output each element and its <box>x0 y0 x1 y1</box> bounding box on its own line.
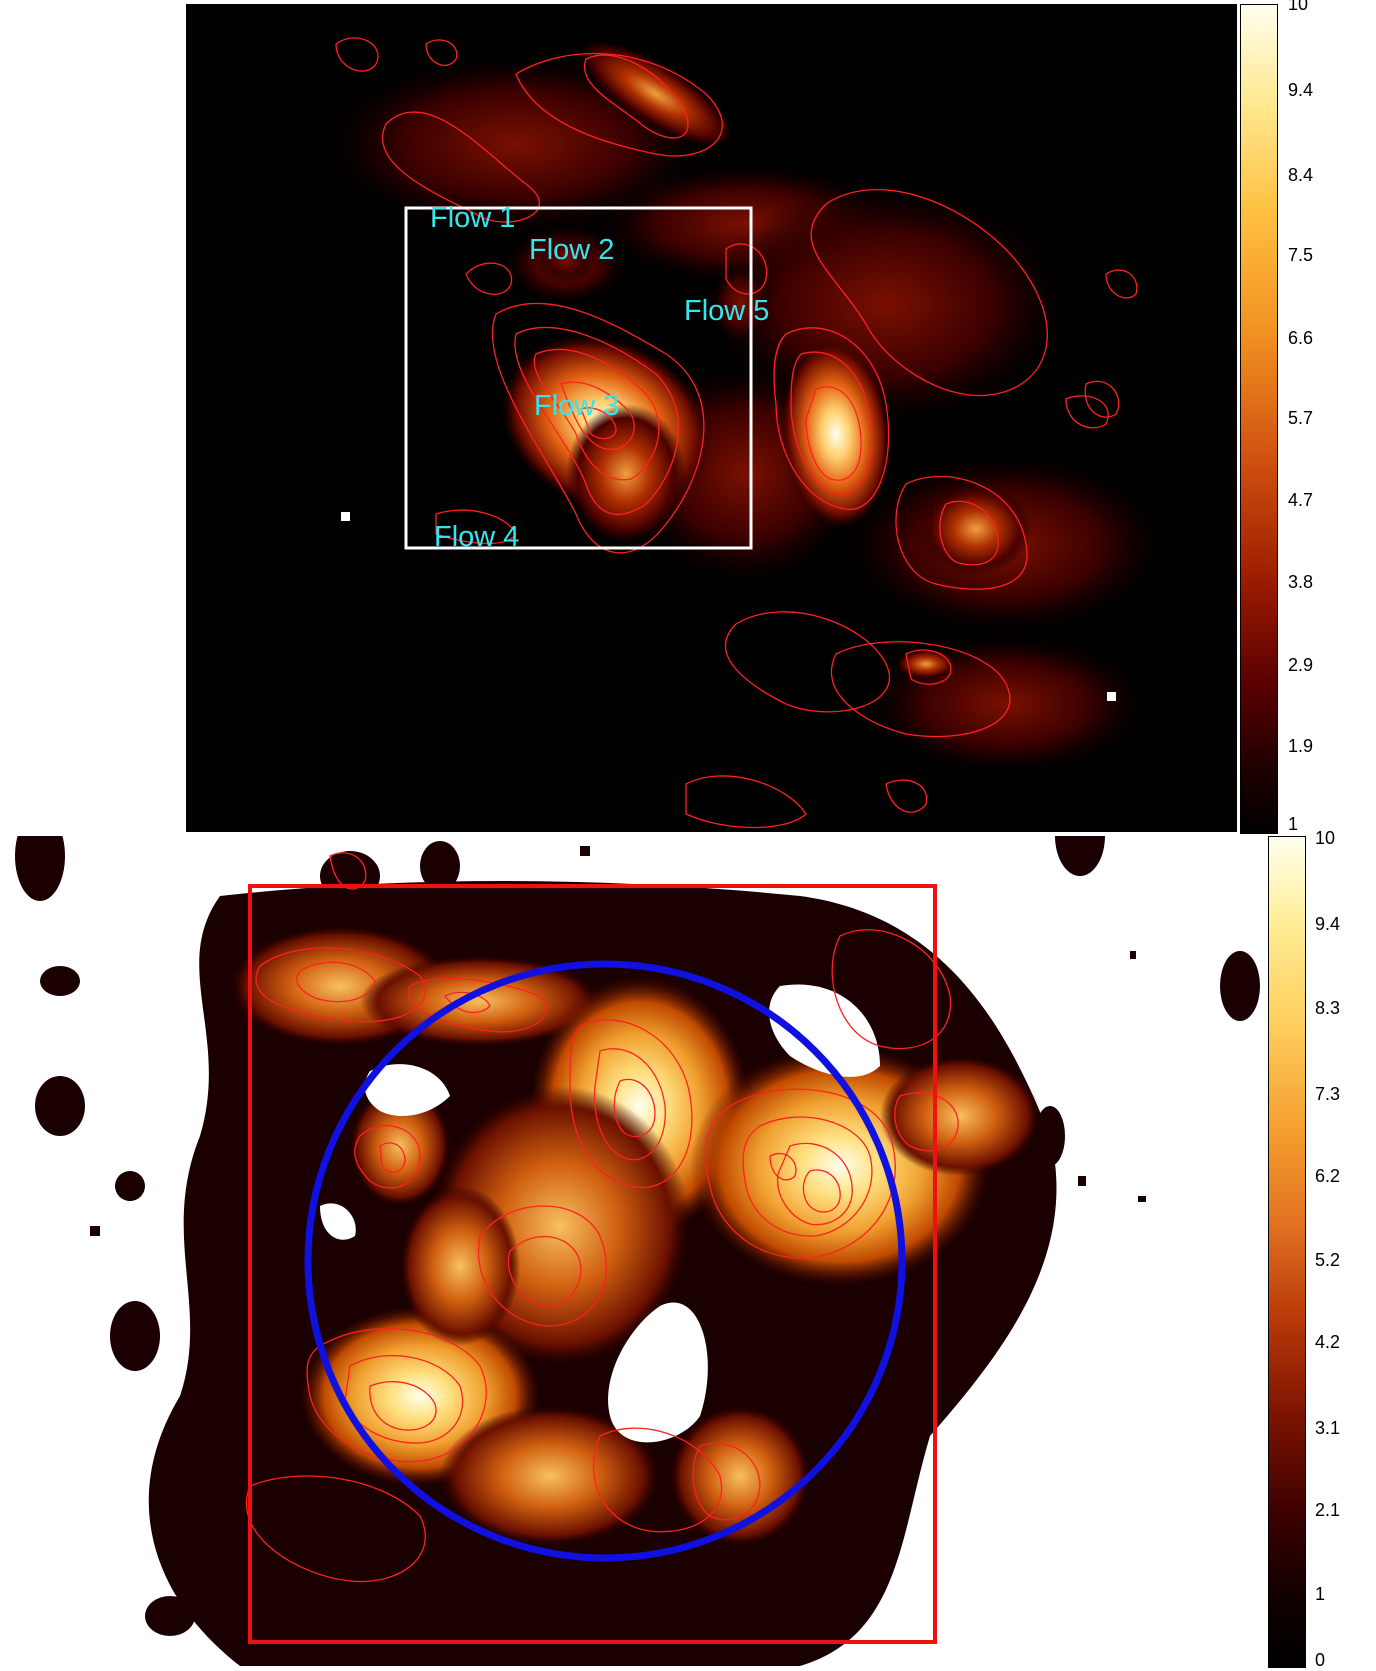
bottom-cbar-tick-6: 4.2 <box>1315 1332 1341 1352</box>
top-bright-pixel-right <box>1107 692 1116 701</box>
top-map-svg <box>326 37 1166 829</box>
top-contours <box>335 37 1138 829</box>
top-cbar-tick-4: 6.6 <box>1288 328 1314 348</box>
top-cbar-tick-3: 7.5 <box>1288 245 1314 265</box>
top-cbar-tick-10: 1 <box>1288 814 1299 834</box>
bottom-cbar-tick-1: 9.4 <box>1315 914 1341 934</box>
bottom-cbar-tick-0: 10 <box>1315 828 1336 848</box>
bottom-map-svg <box>15 836 1260 1666</box>
bottom-cbar-tick-7: 3.1 <box>1315 1418 1341 1438</box>
bottom-cbar-tick-2: 8.3 <box>1315 998 1341 1018</box>
bottom-contours <box>245 852 959 1583</box>
flow4-label: Flow 4 <box>434 521 520 553</box>
flow1-label: Flow 1 <box>430 202 516 234</box>
top-cbar-tick-5: 5.7 <box>1288 408 1314 428</box>
flow5-label: Flow 5 <box>684 295 770 327</box>
bottom-cbar-tick-8: 2.1 <box>1315 1500 1341 1520</box>
bottom-cbar-tick-9: 1 <box>1315 1584 1326 1604</box>
bottom-emission-peaks <box>230 926 1040 1546</box>
top-colorbar <box>1240 4 1278 834</box>
top-intensity-map: Flow 1 Flow 2 Flow 3 Flow 4 Flow 5 <box>186 4 1237 832</box>
top-cbar-tick-0: 10 <box>1288 0 1309 14</box>
top-cbar-tick-2: 8.4 <box>1288 165 1314 185</box>
top-emission-peaks <box>500 39 1031 679</box>
bottom-cbar-tick-5: 5.2 <box>1315 1250 1341 1270</box>
flow3-label: Flow 3 <box>534 390 620 422</box>
bottom-cbar-tick-3: 7.3 <box>1315 1084 1341 1104</box>
flow2-label: Flow 2 <box>529 234 615 266</box>
bottom-emission-gaps <box>320 984 880 1443</box>
bottom-colorbar <box>1268 836 1306 1668</box>
top-emission-diffuse <box>326 54 1166 774</box>
top-cbar-tick-7: 3.8 <box>1288 572 1314 592</box>
top-cbar-tick-8: 2.9 <box>1288 655 1314 675</box>
bottom-region-box <box>248 884 937 1644</box>
bottom-intensity-map <box>0 836 1260 1670</box>
top-bright-pixel-left <box>341 512 350 521</box>
bottom-cbar-tick-10: 0 <box>1315 1650 1326 1670</box>
bottom-cbar-tick-4: 6.2 <box>1315 1166 1341 1186</box>
top-cbar-tick-6: 4.7 <box>1288 490 1314 510</box>
top-region-box <box>404 206 753 550</box>
bottom-aperture-circle <box>304 960 906 1562</box>
top-cbar-tick-9: 1.9 <box>1288 736 1314 756</box>
top-cbar-tick-1: 9.4 <box>1288 80 1314 100</box>
